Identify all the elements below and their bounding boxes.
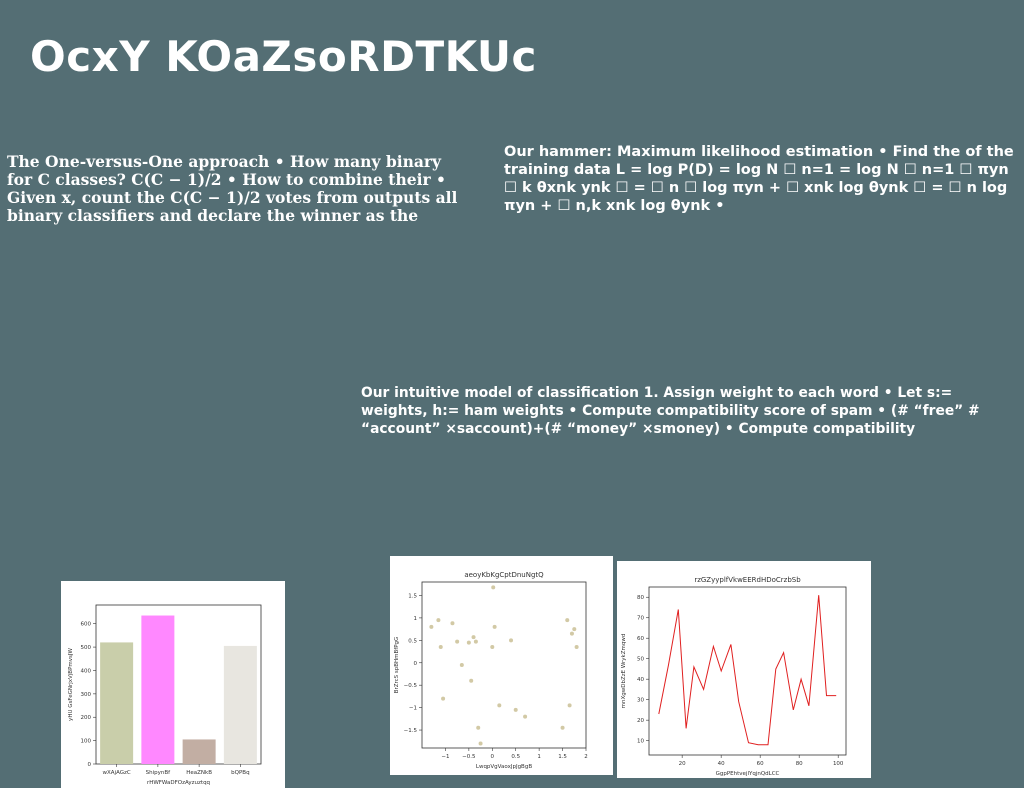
x-tick-label: 60: [757, 761, 764, 767]
y-tick-label: 300: [81, 692, 92, 698]
slide-title: OcxY KOaZsoRDTKUc: [30, 32, 537, 81]
bar: [223, 645, 257, 764]
scatter-point: [478, 741, 483, 746]
y-tick-label: 50: [637, 657, 644, 663]
x-tick-label: wXAjAGzC: [103, 770, 131, 776]
scatter-point: [565, 618, 570, 623]
x-tick-label: 0: [491, 754, 495, 760]
y-tick-label: 0: [88, 762, 92, 768]
y-tick-label: 600: [81, 622, 92, 628]
scatter-point: [513, 707, 518, 712]
scatter-point: [567, 703, 572, 708]
x-tick-label: 1.5: [558, 754, 567, 760]
y-tick-label: −1.5: [404, 728, 418, 734]
x-axis-label: LwqpVgVaoxJpJgBgB: [476, 764, 532, 770]
scatter-chart-panel: aeoyKbKgCptDnuNgtQ LwqpVgVaoxJpJgBgB BrZrc…: [390, 556, 613, 775]
x-tick-label: 20: [679, 761, 686, 767]
y-tick-label: 1.5: [408, 593, 417, 599]
x-tick-label: ShipynBf: [146, 770, 172, 776]
y-tick-label: 400: [81, 668, 92, 674]
y-tick-label: 70: [637, 616, 644, 622]
plot-frame: [421, 581, 587, 749]
x-tick-label: 40: [718, 761, 725, 767]
y-tick-label: 10: [637, 739, 644, 745]
plot-frame: [648, 586, 847, 756]
text-block-one-vs-one: The One-versus-One approach • How many b…: [7, 153, 458, 225]
scatter-point: [436, 618, 441, 623]
scatter-point: [471, 635, 476, 640]
scatter-point: [441, 696, 446, 701]
y-tick-label: 100: [81, 739, 92, 745]
scatter-point: [459, 663, 464, 667]
x-tick-label: bQPBq: [231, 770, 249, 776]
scatter-point: [473, 639, 478, 644]
scatter-chart: aeoyKbKgCptDnuNgtQ LwqpVgVaoxJpJgBgB BrZrc…: [394, 571, 588, 770]
scatter-point: [429, 624, 434, 629]
scatter-point: [574, 645, 579, 650]
bar: [141, 615, 175, 764]
x-tick-label: 80: [796, 761, 803, 767]
y-tick-label: 0.5: [408, 638, 417, 644]
line-chart: rzGZyyplfVkwEERdHDoCrzbSb GgpPEhtvejlYqjn…: [621, 576, 847, 777]
y-tick-label: 1: [414, 616, 418, 622]
scatter-point: [491, 585, 496, 590]
y-tick-label: 40: [637, 677, 644, 683]
x-tick-label: −1: [441, 754, 449, 760]
text-block-mle: Our hammer: Maximum likelihood estimatio…: [504, 144, 1014, 214]
y-tick-label: 200: [81, 715, 92, 721]
bar: [100, 642, 134, 764]
scatter-point: [523, 714, 528, 719]
y-tick-label: 60: [637, 636, 644, 642]
y-axis-label: yHU GsFeGNrjxVjBPmvsJW: [68, 648, 74, 721]
line-chart-panel: rzGZyyplfVkwEERdHDoCrzbSb GgpPEhtvejlYqjn…: [617, 561, 871, 778]
x-tick-label: 2: [584, 754, 588, 760]
x-tick-label: 100: [833, 761, 844, 767]
y-axis-label: mnXgwDbZzE WrykZmqwd: [621, 634, 627, 709]
chart-title: aeoyKbKgCptDnuNgtQ: [464, 571, 544, 579]
y-tick-label: 0: [414, 661, 418, 667]
x-tick-label: 1: [537, 754, 541, 760]
bar-chart-panel: rHWFWaDFOzAyzuztqq yHU GsFeGNrjxVjBPmvsJW…: [61, 581, 285, 788]
scatter-point: [497, 703, 502, 708]
series-line: [658, 595, 837, 746]
scatter-point: [476, 725, 481, 730]
text-block-intuitive-model: Our intuitive model of classification 1.…: [361, 385, 980, 437]
plot-frame: [95, 604, 262, 765]
y-axis-label: BrZrcS spBHmBfPgG: [394, 637, 400, 694]
scatter-point: [469, 678, 474, 683]
scatter-point: [450, 621, 455, 626]
y-tick-label: −1: [409, 706, 417, 712]
x-axis-label: rHWFWaDFOzAyzuztqq: [147, 780, 210, 786]
x-tick-label: 0.5: [511, 754, 520, 760]
scatter-point: [466, 640, 471, 645]
scatter-point: [455, 639, 460, 644]
scatter-point: [490, 645, 495, 650]
x-tick-label: HeaZNkB: [186, 770, 212, 776]
y-tick-label: −0.5: [404, 683, 418, 689]
x-tick-label: −0.5: [462, 754, 476, 760]
scatter-point: [509, 638, 514, 643]
y-tick-label: 30: [637, 698, 644, 704]
scatter-point: [492, 624, 497, 629]
bar-chart: rHWFWaDFOzAyzuztqq yHU GsFeGNrjxVjBPmvsJW…: [68, 604, 262, 786]
chart-title: rzGZyyplfVkwEERdHDoCrzbSb: [694, 576, 801, 584]
x-axis-label: GgpPEhtvejlYqjnQdLCC: [716, 771, 780, 777]
y-tick-label: 80: [637, 595, 644, 601]
scatter-point: [438, 645, 443, 650]
scatter-point: [560, 725, 565, 730]
scatter-point: [572, 627, 577, 632]
y-tick-label: 20: [637, 718, 644, 724]
bar: [182, 739, 216, 764]
scatter-point: [569, 631, 574, 636]
y-tick-label: 500: [81, 645, 92, 651]
